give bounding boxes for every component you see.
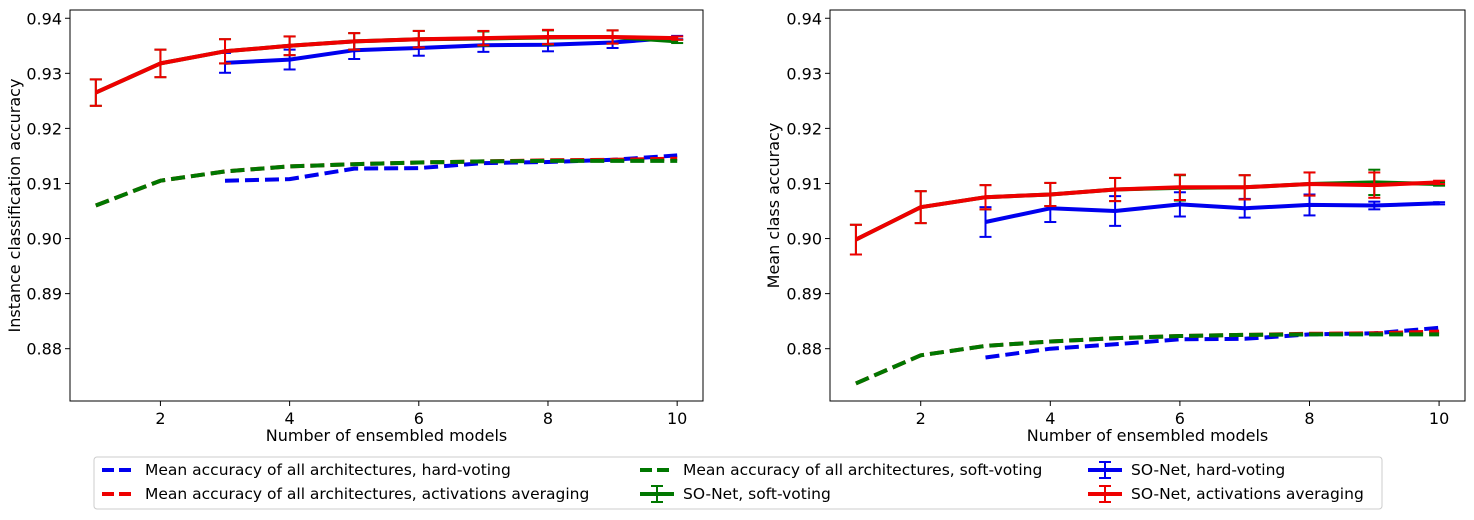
series-line-so_hard (224, 35, 678, 65)
legend-label: SO-Net, activations averaging (1131, 485, 1364, 503)
y-tick-label: 0.92 (786, 119, 822, 138)
y-tick-label: 0.90 (786, 230, 822, 249)
legend-item-so_soft: SO-Net, soft-voting (640, 485, 831, 503)
y-tick-label: 0.94 (26, 9, 62, 28)
legend: Mean accuracy of all architectures, hard… (93, 456, 1383, 510)
y-tick-label: 0.88 (26, 340, 62, 359)
y-tick-label: 0.93 (26, 64, 62, 83)
series-line-mean_avg (855, 329, 1440, 386)
series-line-so_avg (94, 35, 678, 95)
legend-item-so_hard: SO-Net, hard-voting (1088, 461, 1285, 479)
plot-frame (829, 9, 1466, 402)
legend-label: Mean accuracy of all architectures, acti… (145, 485, 589, 503)
series-line-so_avg (855, 180, 1440, 242)
y-tick-label: 0.93 (786, 64, 822, 83)
x-axis-label: Number of ensembled models (1027, 426, 1268, 445)
legend-label: SO-Net, hard-voting (1131, 461, 1285, 479)
y-tick-label: 0.94 (786, 9, 822, 28)
series-line-mean_hard (224, 153, 678, 183)
x-tick-label: 10 (1429, 409, 1449, 428)
y-tick-label: 0.89 (26, 285, 62, 304)
x-tick-label: 6 (414, 409, 424, 428)
series-line-mean_soft (855, 332, 1440, 386)
chart-right: 2 4 6 8 10 0.88 0.89 0.90 0.91 0.92 0.93 0.94 Number… (764, 9, 1466, 445)
y-tick-label: 0.90 (26, 230, 62, 249)
legend-item-so_avg: SO-Net, activations averaging (1088, 485, 1364, 503)
legend-item-mean_soft: Mean accuracy of all architectures, soft… (640, 461, 1042, 479)
series-line-so_hard (985, 201, 1440, 224)
legend-item-mean_hard: Mean accuracy of all architectures, hard… (102, 461, 511, 479)
chart-left: 2 4 6 8 10 0.88 0.89 0.90 0.91 0.92 0.93 0.94 Number… (5, 9, 704, 445)
y-axis-label: Instance classification accuracy (5, 79, 24, 333)
series-line-mean_hard (985, 325, 1440, 360)
x-axis-label: Number of ensembled models (266, 426, 507, 445)
y-tick-label: 0.91 (786, 174, 822, 193)
legend-item-mean_avg: Mean accuracy of all architectures, acti… (102, 485, 589, 503)
y-tick-label: 0.89 (786, 285, 822, 304)
x-tick-label: 4 (285, 409, 295, 428)
legend-frame (93, 456, 1383, 510)
series-line-so_soft (94, 35, 678, 95)
series-line-so_soft (855, 180, 1440, 242)
x-tick-label: 6 (1175, 409, 1185, 428)
x-tick-label: 4 (1045, 409, 1055, 428)
series-line-mean_avg (95, 156, 678, 208)
x-tick-label: 10 (667, 409, 687, 428)
legend-label: Mean accuracy of all architectures, hard… (145, 461, 511, 479)
x-tick-label: 8 (543, 409, 553, 428)
plot-frame (69, 9, 704, 402)
y-axis-label: Mean class accuracy (764, 123, 783, 289)
y-tick-label: 0.92 (26, 119, 62, 138)
y-tick-label: 0.91 (26, 174, 62, 193)
y-tick-label: 0.88 (786, 340, 822, 359)
legend-label: SO-Net, soft-voting (683, 485, 831, 503)
legend-label: Mean accuracy of all architectures, soft… (683, 461, 1042, 479)
x-tick-label: 2 (916, 409, 926, 428)
x-tick-label: 8 (1304, 409, 1314, 428)
x-tick-label: 2 (155, 409, 165, 428)
series-line-mean_soft (95, 158, 678, 208)
